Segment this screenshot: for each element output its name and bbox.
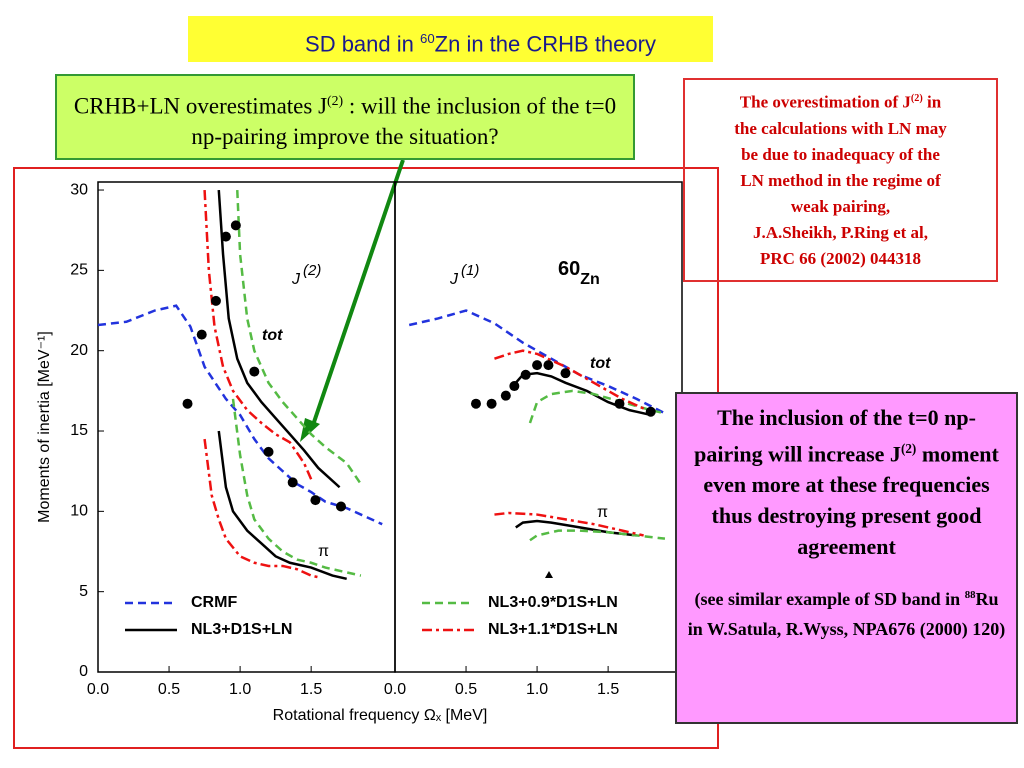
series-line xyxy=(529,529,666,542)
annotation-text: J xyxy=(449,271,459,288)
note-box: The overestimation of J(2) in the calcul… xyxy=(683,78,998,282)
annotation: J(1) xyxy=(449,262,479,288)
reference: (see similar example of SD band in 88Ru … xyxy=(687,589,1006,640)
annotation-sup: (1) xyxy=(461,262,479,279)
x-tick-label: 1.0 xyxy=(526,681,548,698)
legend-label: CRMF xyxy=(191,594,237,611)
annotation: J(2) xyxy=(291,262,321,288)
conclusion-text: The inclusion of the t=0 np-pairing will… xyxy=(694,405,999,560)
x-tick-label: 1.0 xyxy=(229,681,251,698)
data-point xyxy=(470,398,481,409)
note-line: the calculations with LN may xyxy=(734,118,947,138)
series-line xyxy=(217,430,347,581)
y-tick-label: 30 xyxy=(70,181,88,198)
series-line xyxy=(515,519,637,537)
data-point xyxy=(560,368,571,379)
series-line xyxy=(408,309,666,415)
x-tick-label: 0.5 xyxy=(158,681,180,698)
data-point xyxy=(196,329,207,340)
data-point xyxy=(509,381,520,392)
y-tick-label: 0 xyxy=(79,663,88,680)
annotation-text: π xyxy=(318,543,329,560)
arrow-head xyxy=(300,418,320,442)
data-point xyxy=(486,398,497,409)
x-tick-label: 0.0 xyxy=(384,681,406,698)
annotation-text: Zn xyxy=(580,271,600,288)
data-point xyxy=(230,220,241,231)
y-tick-label: 25 xyxy=(70,262,88,279)
series-line xyxy=(494,511,644,537)
annotation-sup: 60 xyxy=(558,258,580,280)
legend-label: NL3+0.9*D1S+LN xyxy=(488,594,618,611)
annotation-text: tot xyxy=(590,355,611,372)
annotation-sup: (2) xyxy=(303,262,321,279)
data-point xyxy=(210,295,221,306)
note-line: LN method in the regime of xyxy=(740,170,941,190)
annotation: π xyxy=(597,504,608,521)
y-tick-label: 20 xyxy=(70,342,88,359)
data-point xyxy=(543,360,554,371)
y-axis-label: Moments of inertia [MeV⁻¹] xyxy=(36,331,53,523)
x-axis-label: Rotational frequency Ωₓ [MeV] xyxy=(273,707,488,724)
annotation: 60Zn xyxy=(558,258,600,288)
annotation-text: tot xyxy=(262,327,283,344)
series-line xyxy=(236,189,362,485)
series-line xyxy=(203,438,319,579)
series-line xyxy=(528,389,666,424)
series-line xyxy=(231,398,362,577)
series-line xyxy=(97,304,383,526)
note-line: weak pairing, xyxy=(790,196,891,216)
x-tick-label: 1.5 xyxy=(300,681,322,698)
note-line: PRC 66 (2002) 044318 xyxy=(759,248,921,268)
x-tick-label: 0.0 xyxy=(87,681,109,698)
annotation: π xyxy=(318,543,329,560)
title: SD band in 60Zn in the CRHB theory xyxy=(188,16,713,62)
legend-label: NL3+D1S+LN xyxy=(191,621,292,638)
data-point xyxy=(645,406,656,417)
x-tick-label: 1.5 xyxy=(597,681,619,698)
legend-label: NL3+1.1*D1S+LN xyxy=(488,621,618,638)
series-line xyxy=(494,349,652,413)
data-point xyxy=(614,398,625,409)
annotation-text: π xyxy=(597,504,608,521)
data-point xyxy=(532,360,543,371)
x-tick-label: 0.5 xyxy=(455,681,477,698)
series-line xyxy=(217,189,341,489)
data-point xyxy=(287,477,298,488)
chart-frame xyxy=(13,167,719,749)
data-point xyxy=(249,366,260,377)
conclusion-box: The inclusion of the t=0 np-pairing will… xyxy=(675,392,1018,724)
y-tick-label: 10 xyxy=(70,503,88,520)
annotation-text: J xyxy=(291,271,301,288)
note-line: be due to inadequacy of the xyxy=(741,144,940,164)
data-point xyxy=(263,446,274,457)
y-tick-label: 15 xyxy=(70,422,88,439)
marker xyxy=(545,571,553,578)
data-point xyxy=(182,398,193,409)
note-line: The overestimation of J(2) in xyxy=(739,92,942,112)
annotation: tot xyxy=(590,355,611,372)
data-point xyxy=(520,369,531,380)
arrow xyxy=(310,159,405,429)
data-point xyxy=(500,390,511,401)
note-line: J.A.Sheikh, P.Ring et al, xyxy=(752,222,929,242)
question-box: CRHB+LN overestimates J(2) : will the in… xyxy=(55,74,635,160)
data-point xyxy=(310,495,321,506)
data-point xyxy=(336,501,346,512)
annotation: tot xyxy=(262,327,283,344)
y-tick-label: 5 xyxy=(79,583,88,600)
data-point xyxy=(220,231,231,242)
